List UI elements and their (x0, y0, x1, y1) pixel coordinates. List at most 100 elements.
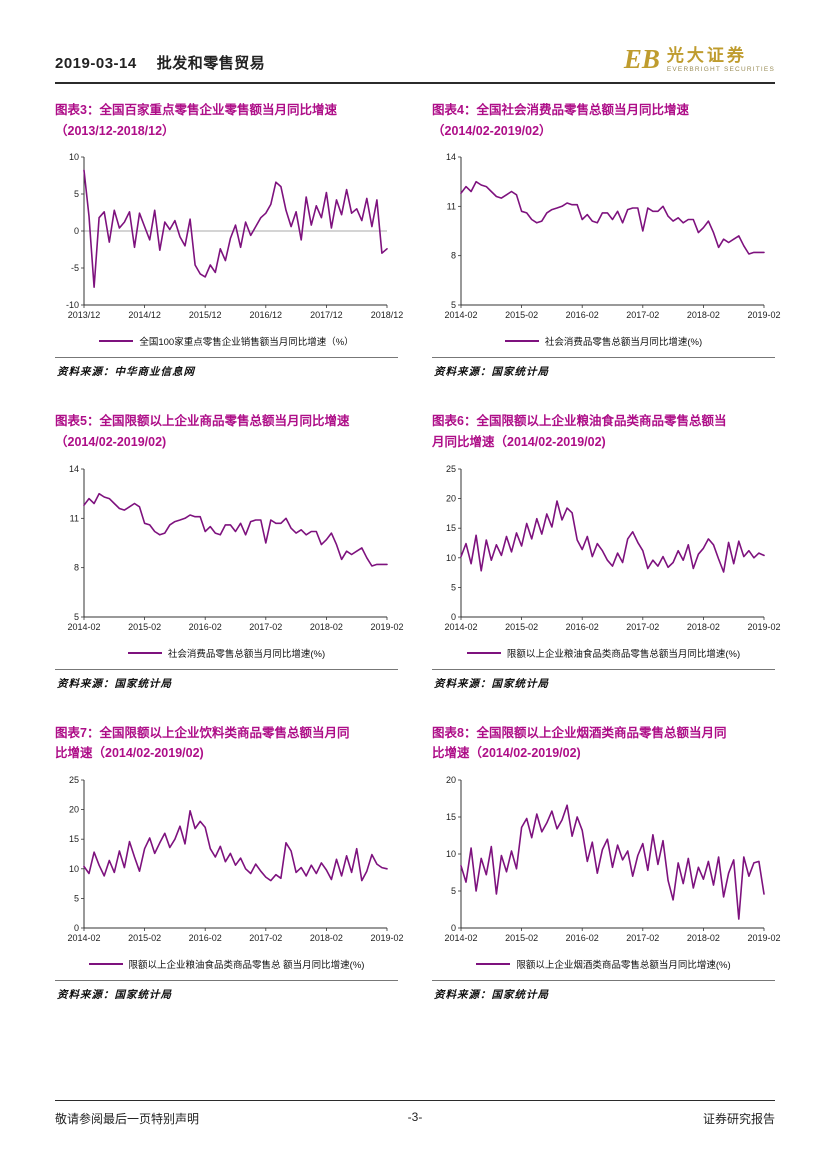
charts-grid: 图表3：全国百家重点零售企业零售额当月同比增速 （2013/12-2018/12… (55, 100, 781, 1004)
svg-text:2018/12: 2018/12 (371, 310, 404, 320)
line-chart: 5 8 11 14 2014-02 2015-02 2016-02 2017-02 2018-0… (67, 464, 403, 632)
svg-text:2016-02: 2016-02 (189, 933, 222, 943)
svg-text:20: 20 (69, 804, 79, 814)
svg-text:-5: -5 (71, 263, 79, 273)
svg-text:2016/12: 2016/12 (250, 310, 283, 320)
figure-7: 图表7：全国限额以上企业饮料类商品零售总额当月同 比增速（2014/02-201… (55, 723, 404, 1004)
svg-text:-10: -10 (66, 300, 79, 310)
svg-text:5: 5 (74, 612, 79, 622)
svg-text:2016-02: 2016-02 (566, 622, 599, 632)
chart-source: 资料来源：国家统计局 (432, 357, 775, 381)
svg-text:15: 15 (446, 523, 456, 533)
chart-title-line1: 图表7：全国限额以上企业饮料类商品零售总额当月同 (55, 725, 350, 740)
chart-legend: 社会消费品零售总额当月同比增速(%) (432, 334, 775, 348)
svg-text:10: 10 (69, 152, 79, 162)
chart-title: 图表5：全国限额以上企业商品零售总额当月同比增速 （2014/02-2019/0… (55, 411, 398, 452)
chart-legend: 社会消费品零售总额当月同比增速(%) (55, 646, 398, 660)
svg-text:8: 8 (451, 251, 456, 261)
footer-disclaimer: 敬请参阅最后一页特别声明 (55, 1110, 200, 1127)
svg-text:0: 0 (74, 923, 79, 933)
svg-text:2019-02: 2019-02 (747, 933, 780, 943)
chart-title-line2: （2014/02-2019/02） (432, 123, 552, 138)
chart-title-line2: 月同比增速（2014/02-2019/02) (432, 434, 606, 449)
legend-label: 限额以上企业粮油食品类商品零售总额当月同比增速(%) (506, 648, 741, 660)
svg-text:20: 20 (446, 775, 456, 785)
chart-title-line1: 图表3：全国百家重点零售企业零售额当月同比增速 (55, 103, 337, 118)
figure-6: 图表6：全国限额以上企业粮油食品类商品零售总额当 月同比增速（2014/02-2… (432, 411, 781, 693)
svg-text:2019-02: 2019-02 (747, 622, 780, 632)
svg-text:2019-02: 2019-02 (747, 310, 780, 320)
svg-text:0: 0 (451, 612, 456, 622)
chart-source: 资料来源：中华商业信息网 (55, 357, 398, 381)
svg-text:2017-02: 2017-02 (626, 310, 659, 320)
svg-text:2017-02: 2017-02 (249, 933, 282, 943)
brand-name: 光大证券 (666, 46, 747, 65)
brand-text: 光大证券 EVERBRIGHT SECURITIES (667, 46, 775, 73)
legend-label: 社会消费品零售总额当月同比增速(%) (544, 337, 703, 349)
chart-source: 资料来源：国家统计局 (432, 979, 775, 1004)
svg-text:20: 20 (446, 493, 456, 503)
legend-line-swatch (99, 340, 134, 343)
svg-text:2015-02: 2015-02 (128, 933, 161, 943)
svg-text:10: 10 (446, 849, 456, 859)
svg-text:5: 5 (74, 893, 79, 903)
svg-text:2018-02: 2018-02 (310, 622, 343, 632)
svg-text:15: 15 (446, 812, 456, 822)
svg-text:2014-02: 2014-02 (444, 310, 477, 320)
header-title: 2019-03-14 批发和零售贸易 (55, 52, 265, 73)
legend-line-swatch (476, 962, 511, 965)
chart-legend: 全国100家重点零售企业销售额当月同比增速（%） (55, 334, 398, 348)
svg-text:2015-02: 2015-02 (128, 622, 161, 632)
svg-text:10: 10 (446, 552, 456, 562)
svg-text:5: 5 (74, 189, 79, 199)
chart-title: 图表8：全国限额以上企业烟酒类商品零售总额当月同 比增速（2014/02-201… (432, 723, 775, 764)
line-chart: 5 8 11 14 2014-02 2015-02 2016-02 2017-02 2018-0… (444, 152, 780, 320)
svg-text:14: 14 (69, 464, 79, 474)
chart-title-line2: （2014/02-2019/02) (55, 434, 167, 449)
line-chart: 0 5 10 15 20 25 2014-02 2015-02 2016-02 2017-02 20… (67, 775, 403, 943)
figure-5: 图表5：全国限额以上企业商品零售总额当月同比增速 （2014/02-2019/0… (55, 411, 404, 693)
svg-text:2016-02: 2016-02 (189, 622, 222, 632)
svg-text:2017-02: 2017-02 (249, 622, 282, 632)
legend-label: 限额以上企业烟酒类商品零售总额当月同比增速(%) (516, 959, 731, 971)
page-number: -3- (407, 1110, 423, 1124)
svg-text:5: 5 (451, 582, 456, 592)
line-chart: 0 5 10 15 20 25 2014-02 2015-02 2016-02 2017-02 20… (444, 464, 780, 632)
svg-text:25: 25 (446, 464, 456, 474)
footer-report-type: 证券研究报告 (702, 1110, 775, 1127)
legend-label: 限额以上企业粮油食品类商品零售总 额当月同比增速(%) (128, 959, 365, 971)
chart-source: 资料来源：国家统计局 (55, 668, 398, 693)
report-section: 批发和零售贸易 (156, 55, 266, 73)
brand-logo: EB 光大证券 EVERBRIGHT SECURITIES (624, 46, 775, 73)
svg-text:10: 10 (69, 864, 79, 874)
legend-label: 社会消费品零售总额当月同比增速(%) (167, 648, 326, 660)
everbright-logo-icon: EB (623, 44, 660, 74)
line-chart: -10 -5 0 5 10 2013/12 2014/12 2015/12 2016/12 201… (66, 152, 403, 320)
svg-text:2014-02: 2014-02 (444, 622, 477, 632)
chart-legend: 限额以上企业烟酒类商品零售总额当月同比增速(%) (432, 957, 775, 971)
svg-text:2018-02: 2018-02 (687, 933, 720, 943)
svg-text:2018-02: 2018-02 (687, 310, 720, 320)
svg-text:2018-02: 2018-02 (687, 622, 720, 632)
svg-text:2017-02: 2017-02 (626, 622, 659, 632)
svg-text:2016-02: 2016-02 (566, 933, 599, 943)
svg-text:0: 0 (451, 923, 456, 933)
svg-text:2017/12: 2017/12 (310, 310, 343, 320)
svg-text:15: 15 (69, 834, 79, 844)
brand-subtitle: EVERBRIGHT SECURITIES (666, 65, 775, 73)
chart-legend: 限额以上企业粮油食品类商品零售总 额当月同比增速(%) (55, 957, 398, 971)
header-divider (55, 82, 775, 85)
svg-text:2016-02: 2016-02 (566, 310, 599, 320)
svg-text:2019-02: 2019-02 (370, 933, 403, 943)
svg-text:25: 25 (69, 775, 79, 785)
legend-line-swatch (88, 962, 123, 965)
svg-text:5: 5 (451, 886, 456, 896)
svg-text:2015-02: 2015-02 (505, 622, 538, 632)
chart-title-line2: （2013/12-2018/12） (55, 123, 175, 138)
chart-source: 资料来源：国家统计局 (432, 668, 775, 693)
chart-title-line1: 图表6：全国限额以上企业粮油食品类商品零售总额当 (432, 414, 727, 429)
report-page: 2019-03-14 批发和零售贸易 EB 光大证券 EVERBRIGHT SE… (55, 46, 781, 1004)
chart-title: 图表7：全国限额以上企业饮料类商品零售总额当月同 比增速（2014/02-201… (55, 723, 398, 764)
chart-title-line1: 图表8：全国限额以上企业烟酒类商品零售总额当月同 (432, 725, 727, 740)
svg-text:2019-02: 2019-02 (370, 622, 403, 632)
